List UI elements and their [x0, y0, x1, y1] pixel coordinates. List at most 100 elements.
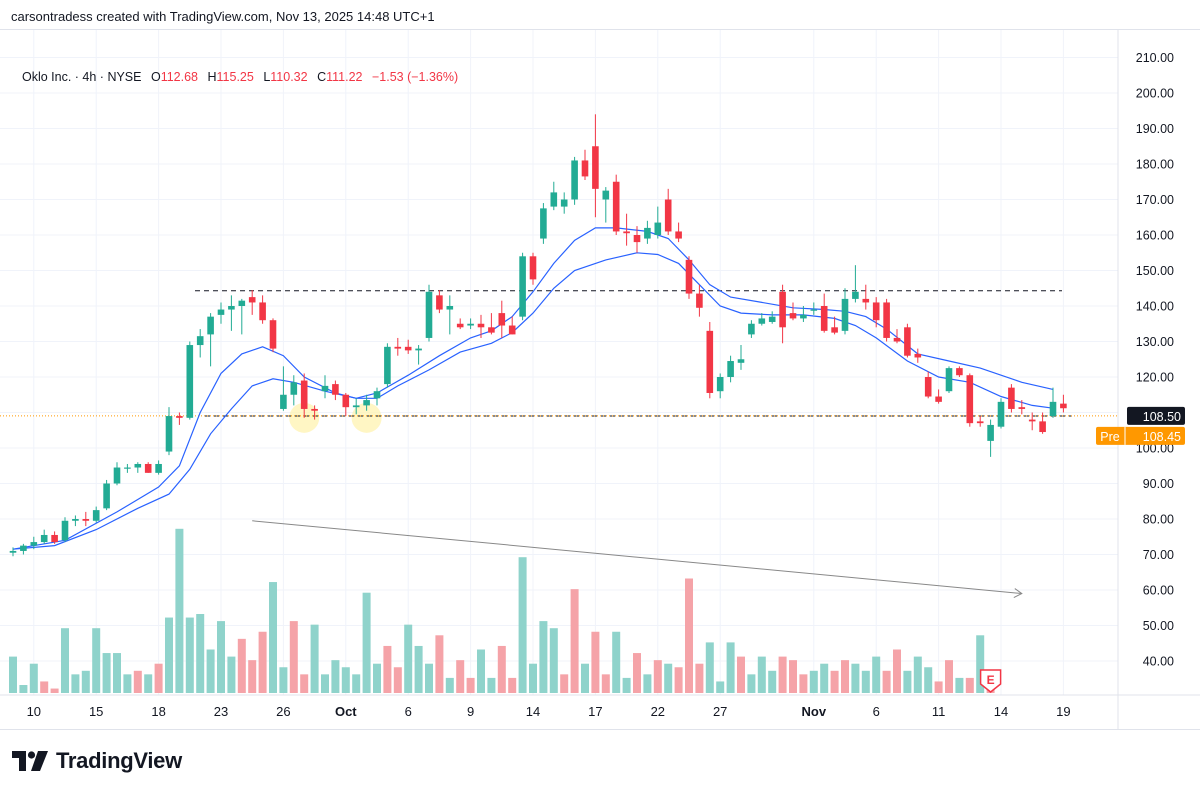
volume-bar — [601, 674, 610, 693]
volume-bar — [341, 667, 350, 693]
candle — [914, 348, 922, 363]
candle — [820, 293, 828, 333]
volume-bar — [685, 578, 693, 693]
candle — [477, 314, 485, 338]
candle — [186, 341, 194, 420]
candle-body — [872, 302, 880, 321]
candle-body — [384, 346, 391, 385]
candle — [373, 387, 381, 406]
candle-body — [820, 306, 828, 331]
candle-body — [633, 235, 641, 243]
legend-low-label: L — [263, 70, 271, 84]
volume-bar — [19, 685, 28, 693]
volume-bar — [633, 653, 641, 693]
price-tick-label: 50.00 — [1143, 619, 1174, 633]
volume-bar — [612, 631, 621, 693]
legend-high-label: H — [207, 70, 217, 84]
price-tick-label: 90.00 — [1143, 477, 1174, 491]
price-tick-label: 120.00 — [1136, 371, 1174, 385]
candle — [706, 321, 714, 399]
candle-body — [321, 385, 329, 392]
candle-body — [456, 323, 464, 328]
candle — [529, 252, 537, 285]
candle-body — [103, 483, 110, 509]
candle-body — [280, 394, 287, 409]
volume-bar — [248, 660, 257, 693]
candle-body — [92, 510, 100, 521]
candle — [1060, 394, 1067, 413]
candle-body — [248, 297, 256, 303]
volume-bar — [664, 663, 673, 693]
candle — [1008, 384, 1015, 413]
candle — [623, 213, 630, 246]
candle — [862, 284, 870, 310]
candle-body — [956, 368, 963, 376]
candle — [987, 419, 994, 457]
candle — [935, 389, 942, 404]
chart-frame: E 40.00 50.00 60.00 70.00 80.00 90.00 100.00 110… — [0, 30, 1200, 730]
candle — [727, 355, 734, 383]
earnings-badge — [979, 669, 1002, 693]
volume-bar — [622, 677, 631, 693]
candle — [82, 511, 90, 527]
volume-bar — [830, 670, 839, 693]
time-tick-label: 9 — [467, 704, 474, 719]
volume-bar — [945, 660, 953, 693]
brand-footer[interactable]: TradingView — [12, 746, 182, 776]
candle — [113, 462, 121, 486]
volume-bar — [92, 628, 101, 693]
volume-bar — [976, 635, 985, 693]
time-tick-label: 14 — [526, 704, 540, 719]
candle — [207, 313, 214, 367]
brand-name: TradingView — [56, 748, 182, 773]
chart-canvas[interactable]: E 40.00 50.00 60.00 70.00 80.00 90.00 100.00 110… — [0, 30, 1200, 730]
volume-bar — [581, 663, 589, 693]
volume-bar — [50, 688, 59, 693]
candle-body — [352, 405, 360, 408]
candle-body — [394, 346, 402, 349]
candle — [467, 318, 474, 330]
pre-market-label: Pre — [1100, 430, 1120, 444]
candle — [144, 462, 152, 473]
candle-body — [852, 291, 859, 299]
candle — [1018, 400, 1026, 415]
candle — [72, 515, 79, 527]
candle — [436, 290, 443, 314]
candle-body — [810, 309, 818, 311]
volume-bar — [279, 667, 288, 693]
candle-body — [72, 519, 79, 521]
candle-body — [217, 309, 225, 315]
volume-bar — [903, 670, 912, 693]
legend-open-label: O — [150, 70, 161, 84]
volume-bar — [705, 642, 714, 693]
candle-body — [176, 416, 183, 418]
candle-body — [664, 199, 672, 232]
candle — [924, 371, 932, 399]
candle — [300, 373, 308, 418]
candle — [675, 222, 682, 243]
candle-body — [477, 323, 485, 328]
volume-bar — [934, 681, 943, 693]
candle — [1028, 412, 1036, 431]
volume-bar — [674, 667, 683, 693]
candle-body — [841, 298, 849, 331]
candle — [394, 337, 402, 356]
legend-close-label: C — [317, 70, 327, 84]
candle — [352, 398, 360, 415]
volume-bar — [445, 677, 454, 693]
candle — [560, 192, 568, 214]
volume-bar — [425, 663, 433, 693]
price-tick-label: 200.00 — [1136, 87, 1174, 101]
candle-body — [831, 327, 838, 333]
candle — [446, 295, 454, 335]
volume-bar — [778, 656, 787, 693]
candle — [363, 394, 370, 411]
volume-bar — [799, 674, 808, 693]
volume-bar — [310, 624, 319, 693]
candle — [332, 380, 339, 401]
candle — [654, 206, 662, 239]
price-axis: 40.0050.0060.0070.0080.0090.00100.00110.… — [1136, 51, 1174, 669]
volume-bar — [206, 649, 215, 693]
volume-bar — [882, 670, 891, 693]
volume-bar — [893, 649, 901, 693]
